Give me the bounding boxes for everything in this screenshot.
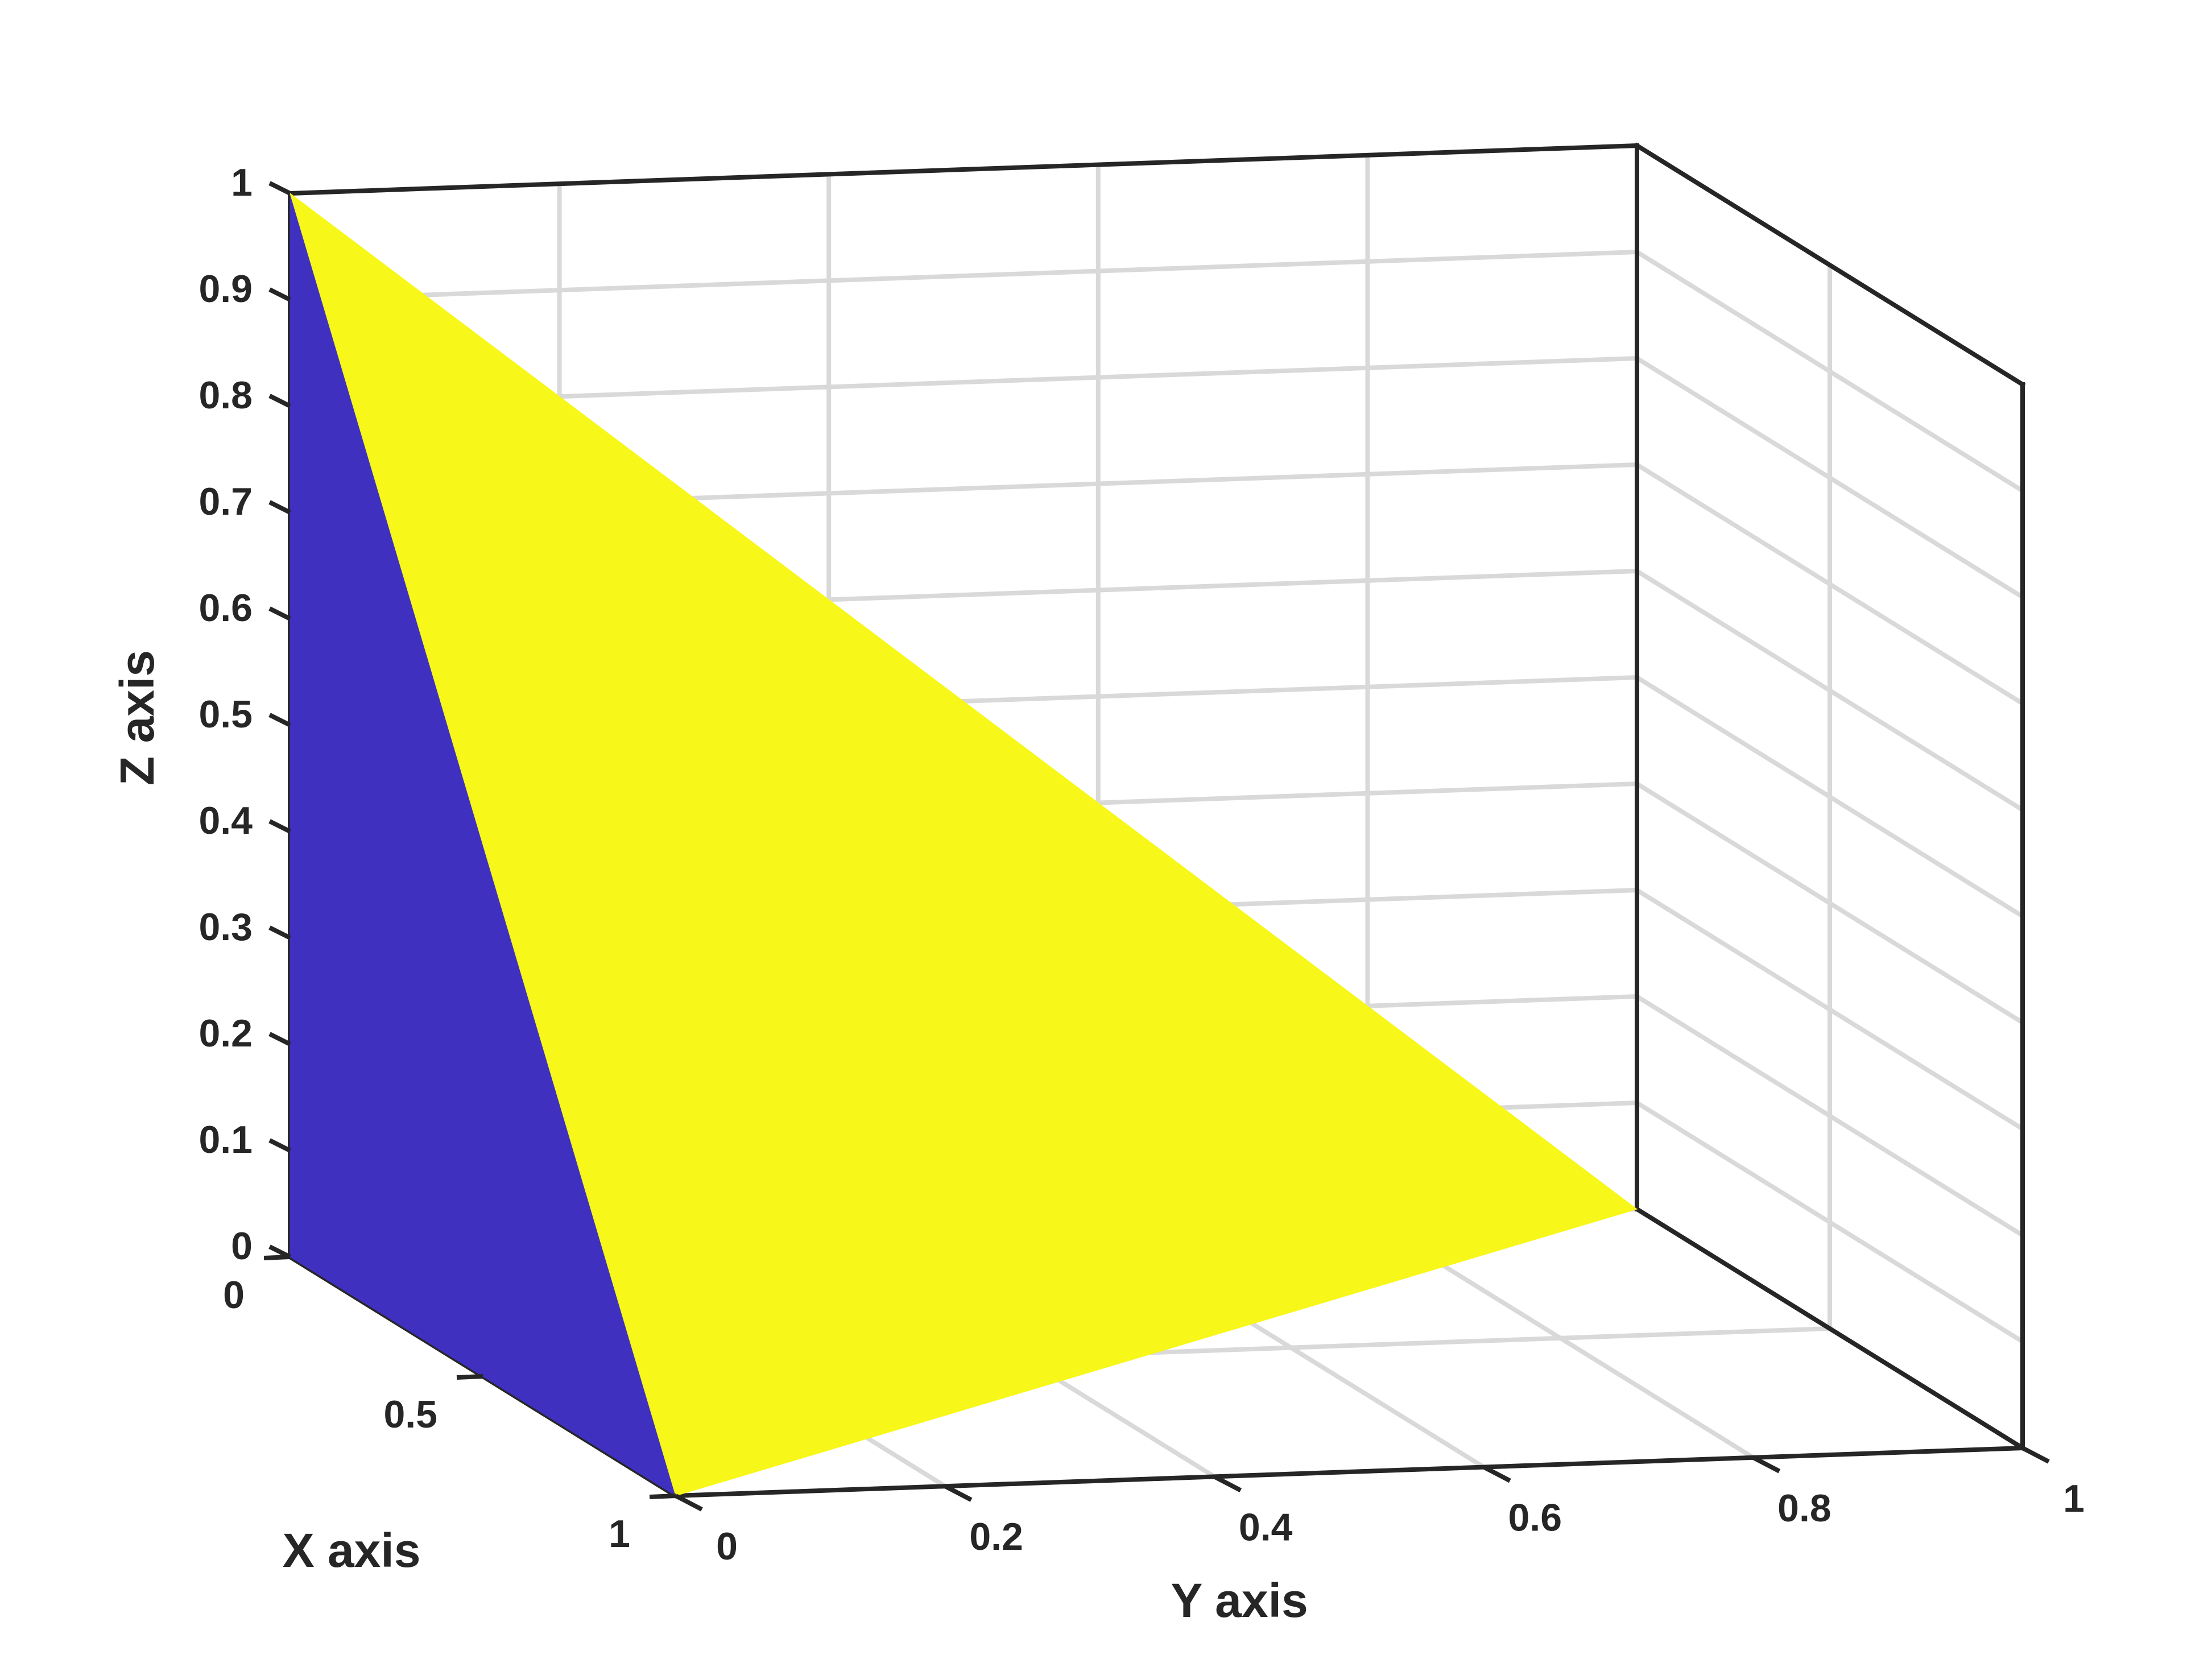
y-tick-mark [944,1484,973,1502]
x-axis-title: X axis [283,1524,421,1577]
x-tick-label: 0 [223,1273,245,1317]
z-tick-label: 0.3 [199,905,253,949]
surface-faces [290,192,1638,1497]
z-tick-label: 0.4 [199,799,253,842]
x-tick-label: 0.5 [383,1393,437,1436]
z-tick-label: 0.2 [199,1012,253,1055]
z-tick-label: 0.7 [199,480,253,523]
z-tick-label: 0 [231,1224,253,1268]
z-tick-mark [268,1032,291,1046]
axes-box-edge [1634,1206,2026,1451]
y-tick-label: 0.2 [969,1515,1023,1558]
y-tick-mark [675,1493,703,1512]
z-tick-label: 0.6 [199,586,253,630]
x-tick-mark [263,1255,291,1260]
y-axis-title: Y axis [1171,1574,1308,1627]
z-tick-mark [268,925,291,940]
surface-face-2 [290,192,1638,1496]
tick-labels: 0 0.1 0.2 0.3 0.4 0.5 0.6 0.7 0.8 0.9 1 0 0.2 0.4 0.6 0… [199,161,2084,1568]
z-tick-label: 0.1 [199,1118,253,1161]
x-tick-label: 1 [609,1512,630,1555]
y-tick-mark [2021,1446,2050,1464]
y-tick-mark [1752,1455,1781,1474]
axes-box-edge [673,1445,2025,1499]
y-tick-label: 1 [2063,1477,2085,1520]
y-tick-label: 0.6 [1508,1496,1562,1540]
z-tick-mark [268,713,291,727]
z-tick-label: 0.9 [199,267,253,311]
grid-line [290,250,1638,302]
z-tick-label: 0.8 [199,374,253,417]
y-tick-label: 0.4 [1239,1505,1293,1549]
z-tick-mark [268,500,291,515]
y-tick-label: 0.8 [1777,1487,1831,1530]
y-tick-mark [1482,1465,1511,1483]
y-tick-label: 0 [716,1525,738,1568]
z-tick-mark [268,181,291,196]
axes-box-edge [287,143,1640,196]
z-tick-mark [268,394,291,408]
axis-ticks [263,181,2050,1512]
x-tick-mark [649,1493,676,1499]
x-tick-mark [456,1374,483,1380]
z-tick-mark [268,819,291,834]
axes-box-edge [1634,142,2026,388]
z-tick-label: 1 [231,161,253,204]
z-tick-mark [268,1138,291,1153]
z-tick-label: 0.5 [199,693,253,736]
z-tick-mark [268,606,291,621]
z-tick-mark [268,287,291,302]
y-tick-mark [1213,1474,1242,1492]
z-axis-title: Z axis [110,650,164,785]
